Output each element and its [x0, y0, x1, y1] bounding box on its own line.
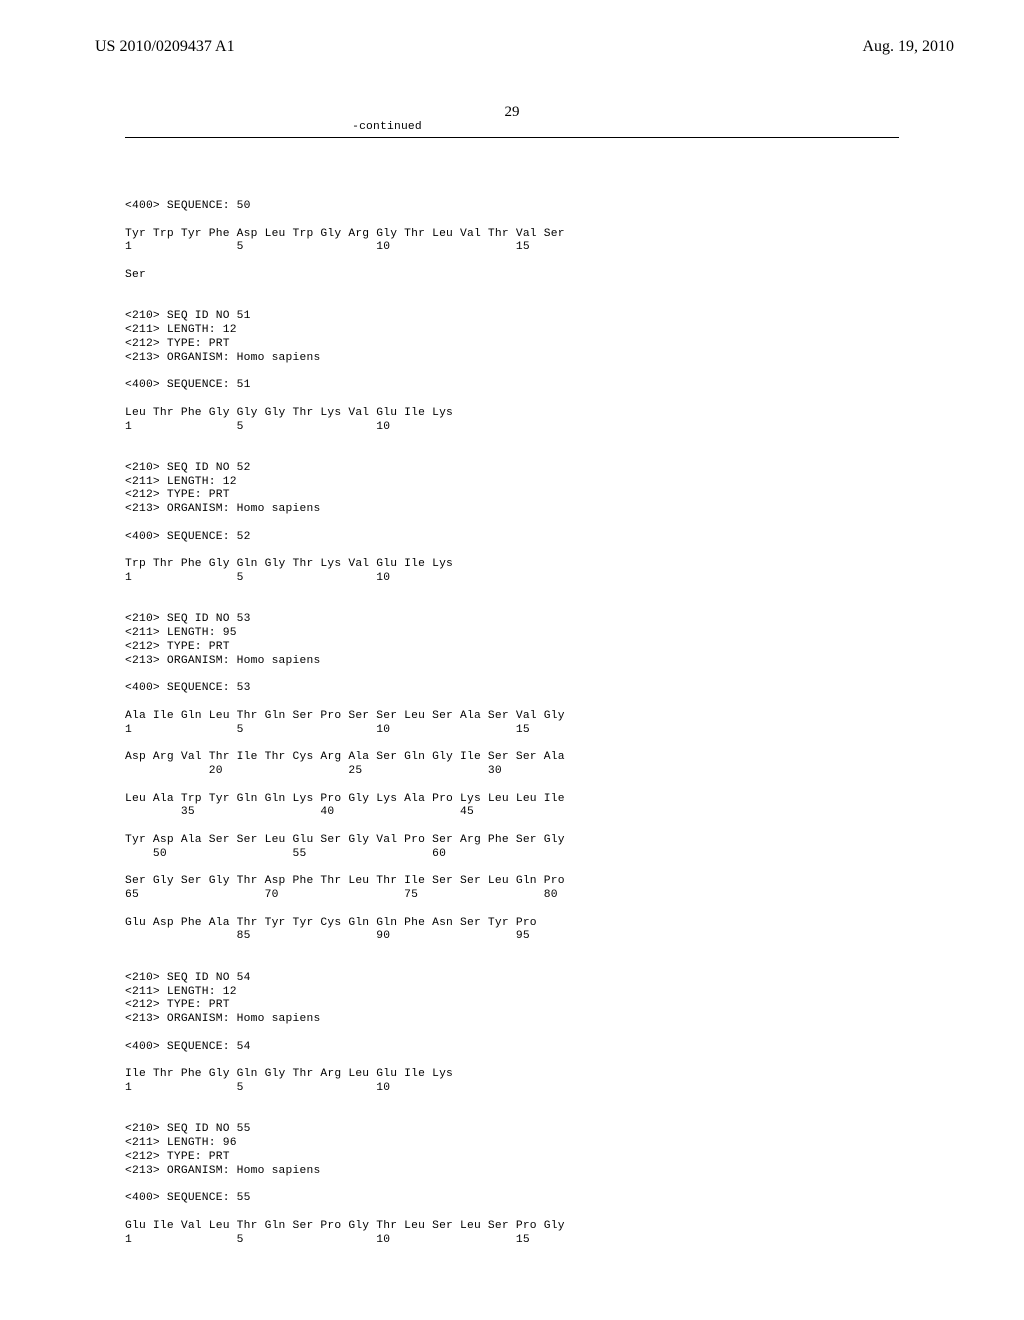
seq53-l3: Leu Ala Trp Tyr Gln Gln Lys Pro Gly Lys …	[125, 793, 565, 805]
seq53-p6: 85 90 95	[125, 930, 530, 942]
continued-label: -continued	[0, 121, 1024, 133]
seq51-tag: <400> SEQUENCE: 51	[125, 379, 251, 391]
seq51-h1: <210> SEQ ID NO 51	[125, 310, 251, 322]
seq53-l6: Glu Asp Phe Ala Thr Tyr Tyr Cys Gln Gln …	[125, 917, 537, 929]
seq51-line1: Leu Thr Phe Gly Gly Gly Thr Lys Val Glu …	[125, 407, 453, 419]
seq54-pos1: 1 5 10	[125, 1082, 390, 1094]
seq53-p5: 65 70 75 80	[125, 889, 558, 901]
seq53-p1: 1 5 10 15	[125, 724, 530, 736]
seq53-h2: <211> LENGTH: 95	[125, 627, 237, 639]
seq55-h2: <211> LENGTH: 96	[125, 1137, 237, 1149]
page-header: US 2010/0209437 A1 Aug. 19, 2010	[0, 0, 1024, 56]
seq55-tag: <400> SEQUENCE: 55	[125, 1192, 251, 1204]
seq52-pos1: 1 5 10	[125, 572, 390, 584]
seq50-line1: Tyr Trp Tyr Phe Asp Leu Trp Gly Arg Gly …	[125, 228, 565, 240]
seq51-pos1: 1 5 10	[125, 421, 390, 433]
seq54-h4: <213> ORGANISM: Homo sapiens	[125, 1013, 320, 1025]
seq54-line1: Ile Thr Phe Gly Gln Gly Thr Arg Leu Glu …	[125, 1068, 453, 1080]
seq50-line2: Ser	[125, 269, 146, 281]
seq53-l2: Asp Arg Val Thr Ile Thr Cys Arg Ala Ser …	[125, 751, 565, 763]
seq55-h3: <212> TYPE: PRT	[125, 1151, 230, 1163]
seq53-l1: Ala Ile Gln Leu Thr Gln Ser Pro Ser Ser …	[125, 710, 565, 722]
seq53-h4: <213> ORGANISM: Homo sapiens	[125, 655, 320, 667]
seq53-p4: 50 55 60	[125, 848, 446, 860]
seq53-l4: Tyr Asp Ala Ser Ser Leu Glu Ser Gly Val …	[125, 834, 565, 846]
seq55-line1: Glu Ile Val Leu Thr Gln Ser Pro Gly Thr …	[125, 1220, 565, 1232]
seq54-tag: <400> SEQUENCE: 54	[125, 1041, 251, 1053]
seq53-tag: <400> SEQUENCE: 53	[125, 682, 251, 694]
seq52-tag: <400> SEQUENCE: 52	[125, 531, 251, 543]
page-number: 29	[0, 104, 1024, 121]
seq53-l5: Ser Gly Ser Gly Thr Asp Phe Thr Leu Thr …	[125, 875, 565, 887]
seq52-h3: <212> TYPE: PRT	[125, 489, 230, 501]
seq52-h1: <210> SEQ ID NO 52	[125, 462, 251, 474]
publication-number: US 2010/0209437 A1	[95, 38, 235, 56]
seq50-pos1: 1 5 10 15	[125, 241, 530, 253]
seq53-p2: 20 25 30	[125, 765, 502, 777]
seq52-h2: <211> LENGTH: 12	[125, 476, 237, 488]
seq53-h1: <210> SEQ ID NO 53	[125, 613, 251, 625]
seq52-line1: Trp Thr Phe Gly Gln Gly Thr Lys Val Glu …	[125, 558, 453, 570]
seq51-h4: <213> ORGANISM: Homo sapiens	[125, 352, 320, 364]
sequence-listing: <400> SEQUENCE: 50 Tyr Trp Tyr Phe Asp L…	[0, 138, 1024, 1247]
seq52-h4: <213> ORGANISM: Homo sapiens	[125, 503, 320, 515]
seq54-h1: <210> SEQ ID NO 54	[125, 972, 251, 984]
seq55-h4: <213> ORGANISM: Homo sapiens	[125, 1165, 320, 1177]
seq55-h1: <210> SEQ ID NO 55	[125, 1123, 251, 1135]
seq55-pos1: 1 5 10 15	[125, 1234, 530, 1246]
seq50-tag: <400> SEQUENCE: 50	[125, 200, 251, 212]
seq54-h2: <211> LENGTH: 12	[125, 986, 237, 998]
seq53-h3: <212> TYPE: PRT	[125, 641, 230, 653]
publication-date: Aug. 19, 2010	[862, 38, 954, 56]
seq51-h3: <212> TYPE: PRT	[125, 338, 230, 350]
seq51-h2: <211> LENGTH: 12	[125, 324, 237, 336]
seq54-h3: <212> TYPE: PRT	[125, 999, 230, 1011]
seq53-p3: 35 40 45	[125, 806, 474, 818]
